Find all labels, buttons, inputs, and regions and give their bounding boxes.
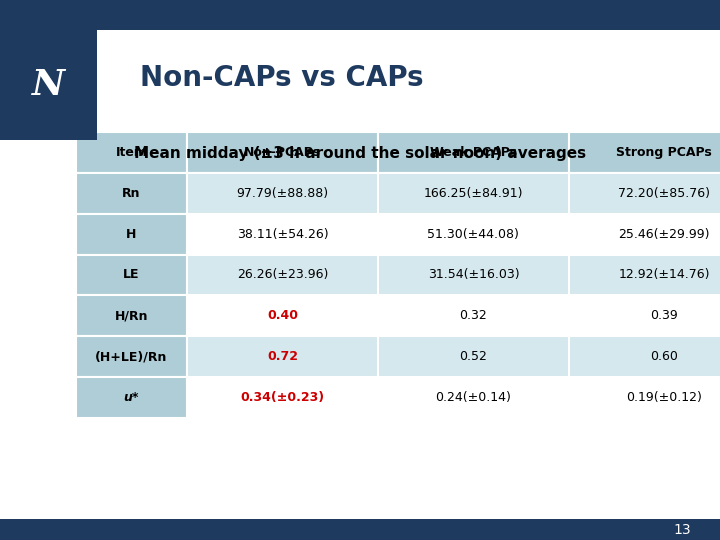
Text: Weak PCAPs: Weak PCAPs: [430, 146, 517, 159]
Bar: [378, 336, 569, 377]
Text: Mean midday (±3 h around the solar noon) averages: Mean midday (±3 h around the solar noon)…: [134, 146, 586, 161]
Text: 12.92(±14.76): 12.92(±14.76): [618, 268, 710, 281]
Text: 166.25(±84.91): 166.25(±84.91): [423, 187, 523, 200]
Bar: [569, 173, 720, 214]
Text: 0.34(±0.23): 0.34(±0.23): [240, 391, 325, 404]
Bar: [76, 132, 187, 173]
Bar: [76, 336, 187, 377]
Bar: [187, 336, 378, 377]
Text: Strong PCAPs: Strong PCAPs: [616, 146, 712, 159]
Text: 31.54(±16.03): 31.54(±16.03): [428, 268, 519, 281]
Bar: [76, 377, 187, 418]
Text: Item: Item: [115, 146, 148, 159]
Bar: [378, 173, 569, 214]
Bar: [569, 214, 720, 255]
Text: 0.19(±0.12): 0.19(±0.12): [626, 391, 702, 404]
Bar: [187, 255, 378, 295]
Bar: [0, 0, 720, 30]
Bar: [569, 295, 720, 336]
Bar: [378, 214, 569, 255]
Text: H: H: [126, 228, 137, 241]
Text: H/Rn: H/Rn: [114, 309, 148, 322]
Text: (H+LE)/Rn: (H+LE)/Rn: [95, 350, 168, 363]
Text: Rn: Rn: [122, 187, 140, 200]
Bar: [187, 132, 378, 173]
Text: 0.24(±0.14): 0.24(±0.14): [436, 391, 511, 404]
Bar: [187, 295, 378, 336]
Text: 0.72: 0.72: [267, 350, 298, 363]
Text: 72.20(±85.76): 72.20(±85.76): [618, 187, 710, 200]
Bar: [76, 255, 187, 295]
Bar: [378, 132, 569, 173]
Bar: [0, 519, 720, 540]
Text: 0.32: 0.32: [459, 309, 487, 322]
Text: u*: u*: [124, 391, 139, 404]
Text: 0.60: 0.60: [650, 350, 678, 363]
Text: Non-PCAPs: Non-PCAPs: [244, 146, 321, 159]
Bar: [187, 173, 378, 214]
Bar: [76, 173, 187, 214]
Text: 0.39: 0.39: [650, 309, 678, 322]
Bar: [378, 255, 569, 295]
Bar: [0, 30, 97, 140]
Text: 25.46(±29.99): 25.46(±29.99): [618, 228, 710, 241]
Text: N: N: [32, 68, 65, 102]
Text: 0.52: 0.52: [459, 350, 487, 363]
Bar: [187, 377, 378, 418]
Bar: [569, 132, 720, 173]
Bar: [76, 295, 187, 336]
Bar: [76, 214, 187, 255]
Bar: [187, 214, 378, 255]
Text: 13: 13: [674, 523, 691, 537]
Text: 26.26(±23.96): 26.26(±23.96): [237, 268, 328, 281]
Bar: [569, 336, 720, 377]
Text: 0.40: 0.40: [267, 309, 298, 322]
Text: LE: LE: [123, 268, 140, 281]
Text: Non-CAPs vs CAPs: Non-CAPs vs CAPs: [140, 64, 424, 92]
Bar: [569, 255, 720, 295]
Bar: [378, 295, 569, 336]
Text: 97.79(±88.88): 97.79(±88.88): [237, 187, 328, 200]
Text: 51.30(±44.08): 51.30(±44.08): [428, 228, 519, 241]
Text: 38.11(±54.26): 38.11(±54.26): [237, 228, 328, 241]
Bar: [378, 377, 569, 418]
Bar: [569, 377, 720, 418]
